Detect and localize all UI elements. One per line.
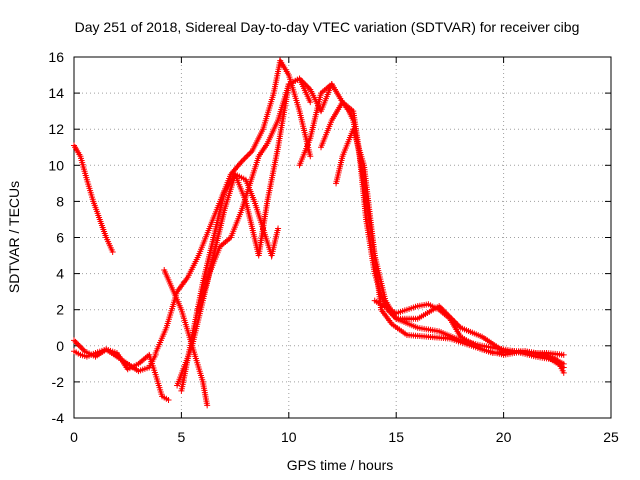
x-tick-label: 15 xyxy=(388,429,404,445)
series-markers xyxy=(333,126,567,376)
series-arc-12 xyxy=(371,297,567,371)
x-tick-label: 10 xyxy=(281,429,297,445)
series-arc-2 xyxy=(71,337,172,403)
grid xyxy=(74,57,611,418)
series-arc-1 xyxy=(71,142,116,255)
x-tick-label: 0 xyxy=(70,429,78,445)
y-tick-label: 6 xyxy=(56,230,64,246)
series-line xyxy=(154,57,312,354)
y-tick-label: 0 xyxy=(56,338,64,354)
series-arc-11 xyxy=(333,125,567,376)
series-line xyxy=(197,77,333,311)
series-markers xyxy=(71,346,159,375)
y-tick-label: 8 xyxy=(56,193,64,209)
series-markers xyxy=(195,75,335,313)
series-markers xyxy=(152,57,314,357)
y-tick-label: -4 xyxy=(52,410,65,426)
y-tick-label: 2 xyxy=(56,302,64,318)
tick-labels: 0 5 10 15 20 25 -4 -2 0 2 4 6 8 10 12 14 16 xyxy=(48,49,619,445)
series-markers xyxy=(71,142,116,255)
series-line xyxy=(180,76,312,392)
y-tick-label: 14 xyxy=(48,85,64,101)
series-arc-3 xyxy=(71,346,159,375)
series-arc-9 xyxy=(296,81,567,358)
y-axis-label: SDTVAR / TECUs xyxy=(6,181,22,293)
series-line xyxy=(298,82,564,357)
x-axis-label: GPS time / hours xyxy=(287,457,394,473)
x-tick-label: 20 xyxy=(496,429,512,445)
series-arc-4 xyxy=(152,57,314,357)
x-tick-label: 5 xyxy=(178,429,186,445)
x-tick-label: 25 xyxy=(603,429,619,445)
y-tick-label: 4 xyxy=(56,266,64,282)
y-tick-label: 12 xyxy=(48,121,64,137)
series-markers xyxy=(296,81,567,358)
series-arc-8 xyxy=(195,75,335,313)
series-markers xyxy=(371,297,567,371)
plot-area xyxy=(71,57,567,409)
axes xyxy=(73,56,612,419)
y-tick-label: 16 xyxy=(48,49,64,65)
chart-title: Day 251 of 2018, Sidereal Day-to-day VTE… xyxy=(75,19,580,35)
y-tick-label: 10 xyxy=(48,157,64,173)
y-tick-label: -2 xyxy=(52,374,65,390)
series-markers xyxy=(71,337,172,403)
